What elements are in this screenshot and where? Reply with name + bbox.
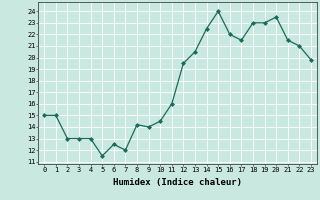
- X-axis label: Humidex (Indice chaleur): Humidex (Indice chaleur): [113, 178, 242, 187]
